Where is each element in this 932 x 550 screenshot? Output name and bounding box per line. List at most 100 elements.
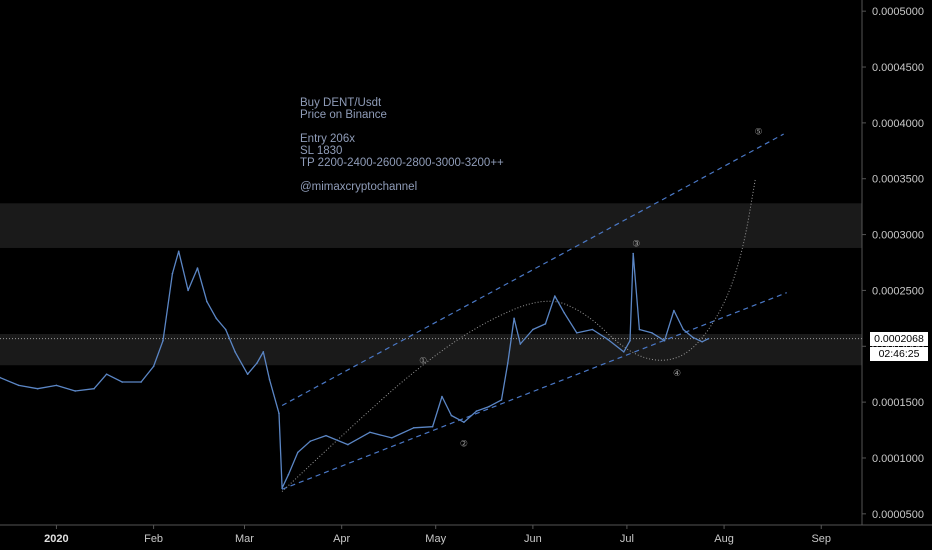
price-point (488, 405, 490, 408)
note-line: Entry 206x (300, 133, 355, 145)
y-tick-label: 0.0000500 (872, 509, 924, 521)
price-point (325, 434, 327, 437)
price-point (638, 328, 641, 331)
note-line: SL 1830 (300, 145, 343, 157)
trade-note: Buy DENT/Usdt Price on Binance Entry 206… (300, 97, 504, 193)
price-point (278, 412, 280, 415)
price-point (707, 337, 710, 340)
price-point (55, 384, 58, 387)
price-point (187, 289, 189, 292)
price-point (309, 440, 312, 443)
price-point (682, 328, 685, 331)
price-point (554, 295, 556, 297)
x-tick-label: Feb (144, 533, 163, 545)
candle-countdown-label: 02:46:25 (870, 346, 928, 361)
price-point (563, 311, 566, 314)
price-point (287, 473, 290, 476)
price-point (36, 387, 39, 390)
price-point (369, 431, 371, 434)
price-point (224, 328, 227, 331)
y-tick-label: 0.0003500 (872, 174, 924, 186)
wave-label: ① (419, 357, 427, 367)
price-point (607, 338, 609, 341)
price-point (431, 425, 434, 428)
price-point (519, 343, 522, 345)
price-point (296, 451, 299, 454)
price-point (591, 328, 594, 331)
price-point (256, 362, 258, 364)
price-point (450, 414, 453, 417)
price-point (93, 387, 95, 390)
price-point (0, 376, 1, 379)
x-tick-label: Sep (811, 533, 831, 545)
channel-lower-line (281, 292, 787, 490)
price-point (74, 390, 77, 392)
support-resistance-zone (0, 333, 862, 366)
price-point (152, 365, 155, 368)
note-line (300, 169, 504, 181)
y-tick-label: 0.0004000 (872, 118, 924, 130)
price-point (140, 381, 142, 383)
price-point (268, 378, 271, 381)
wave-label: ⑤ (755, 128, 763, 138)
price-point (391, 437, 393, 439)
price-point (281, 487, 283, 489)
price-point (177, 250, 180, 253)
price-point (347, 443, 349, 446)
price-point (629, 339, 631, 342)
wave-label: ④ (673, 369, 681, 379)
support-resistance-zone (0, 203, 862, 248)
note-line: TP 2200-2400-2600-2800-3000-3200++ (300, 157, 504, 169)
y-tick-label: 0.0002500 (872, 285, 924, 297)
last-price-label: 0.0002068 (870, 331, 928, 346)
note-line: Price on Binance (300, 109, 387, 121)
price-point (105, 373, 108, 376)
x-tick-label: Jun (524, 533, 542, 545)
note-line: @mimaxcryptochannel (300, 181, 418, 193)
price-point (262, 351, 265, 353)
y-tick-label: 0.0001000 (872, 453, 924, 465)
x-tick-label: Jul (620, 533, 634, 545)
price-point (162, 339, 164, 342)
price-point (651, 332, 653, 334)
price-point (632, 252, 634, 255)
price-point (673, 309, 675, 312)
x-tick-label: Aug (714, 533, 734, 545)
price-point (663, 339, 666, 342)
y-tick-label: 0.0005000 (872, 6, 924, 18)
price-point (171, 272, 174, 275)
wave-label: ③ (632, 239, 640, 249)
price-point (622, 351, 625, 353)
y-tick-label: 0.0001500 (872, 397, 924, 409)
price-line (0, 250, 709, 489)
x-tick-label: May (425, 533, 446, 545)
y-tick-label: 0.0004500 (872, 62, 924, 74)
price-point (500, 399, 503, 401)
price-point (691, 336, 694, 339)
price-point (234, 351, 236, 353)
price-point (215, 317, 218, 320)
y-tick-label: 0.0003000 (872, 230, 924, 242)
price-point (463, 421, 465, 424)
price-point (575, 332, 578, 334)
price-point (121, 381, 124, 383)
price-point (206, 300, 208, 303)
price-point (475, 410, 478, 412)
price-point (196, 267, 199, 269)
price-point (246, 373, 249, 376)
price-point (412, 427, 415, 429)
x-tick-label: 2020 (44, 533, 68, 545)
x-tick-label: Apr (333, 533, 350, 545)
note-line (300, 121, 504, 133)
price-point (544, 323, 547, 325)
price-point (506, 362, 509, 364)
price-point (701, 341, 703, 343)
x-tick-label: Mar (235, 533, 254, 545)
price-point (18, 384, 20, 387)
price-point (532, 328, 534, 331)
wave-label: ② (460, 439, 468, 449)
price-point (441, 395, 443, 398)
note-line: Buy DENT/Usdt (300, 97, 382, 109)
price-point (513, 317, 515, 320)
